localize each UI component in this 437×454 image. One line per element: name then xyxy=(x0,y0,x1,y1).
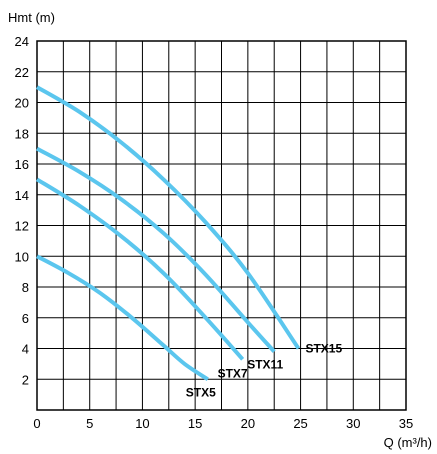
series-line-stx5 xyxy=(36,254,209,381)
y-tick-label: 2 xyxy=(22,372,29,387)
x-tick-label: 10 xyxy=(135,416,149,431)
y-tick-label: 12 xyxy=(15,219,29,234)
x-tick-label: 0 xyxy=(33,416,40,431)
series-line-stx15 xyxy=(35,85,301,350)
x-tick-labels: 0 5 10 15 20 25 30 35 xyxy=(33,416,413,431)
x-axis-title: Q (m³/h) xyxy=(384,435,432,450)
y-tick-label: 22 xyxy=(15,65,29,80)
y-tick-label: 16 xyxy=(15,157,29,172)
series-label-stx11: STX11 xyxy=(247,358,283,372)
y-tick-label: 20 xyxy=(15,96,29,111)
x-tick-label: 20 xyxy=(241,416,255,431)
series-line-stx7 xyxy=(35,177,245,361)
x-tick-label: 15 xyxy=(188,416,202,431)
y-tick-label: 24 xyxy=(15,34,29,49)
plot-frame xyxy=(36,40,407,411)
y-tick-label: 4 xyxy=(22,342,29,357)
series-line-stx11 xyxy=(36,146,276,353)
x-tick-label: 30 xyxy=(346,416,360,431)
series-label-stx15: STX15 xyxy=(305,342,342,356)
y-tick-label: 14 xyxy=(15,188,29,203)
x-tick-label: 25 xyxy=(293,416,307,431)
y-axis-title: Hmt (m) xyxy=(8,10,55,25)
series-label-stx5: STX5 xyxy=(186,385,216,399)
y-tick-label: 18 xyxy=(15,126,29,141)
series-label-stx7: STX7 xyxy=(218,366,248,380)
grid xyxy=(36,40,407,411)
x-tick-label: 5 xyxy=(86,416,93,431)
x-tick-label: 35 xyxy=(399,416,413,431)
y-tick-label: 10 xyxy=(15,249,29,264)
y-tick-label: 6 xyxy=(22,311,29,326)
curves xyxy=(35,85,301,381)
y-tick-label: 8 xyxy=(22,280,29,295)
